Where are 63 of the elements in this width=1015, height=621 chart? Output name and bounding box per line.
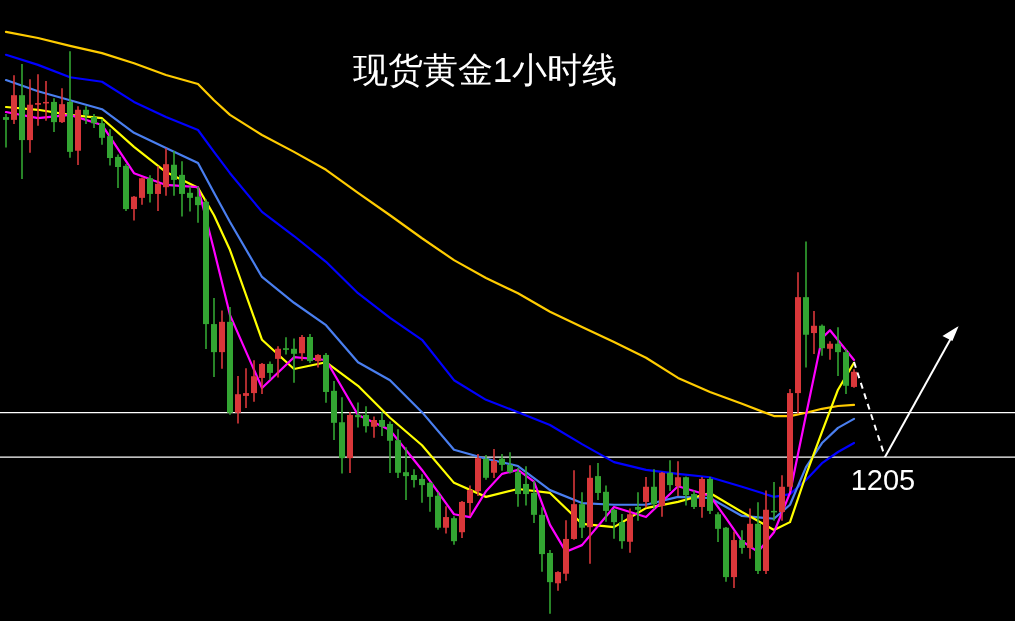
candlestick xyxy=(251,360,257,402)
candlestick xyxy=(651,469,657,509)
candlestick xyxy=(83,106,89,125)
candlestick xyxy=(235,376,241,424)
candlestick xyxy=(827,341,833,360)
candlestick xyxy=(387,421,393,473)
candlestick xyxy=(619,514,625,549)
candlestick xyxy=(467,485,473,516)
candlestick xyxy=(403,447,409,500)
candlestick xyxy=(483,455,489,480)
candlestick xyxy=(371,416,377,438)
candlestick xyxy=(283,337,289,355)
candlestick xyxy=(195,186,201,223)
candlestick xyxy=(355,402,361,428)
candlestick xyxy=(595,462,601,500)
candlestick xyxy=(379,411,385,436)
candlestick xyxy=(171,151,177,196)
candlestick xyxy=(507,452,513,474)
candlestick xyxy=(187,186,193,212)
candlestick xyxy=(811,310,817,355)
candlestick xyxy=(819,324,825,356)
candlestick xyxy=(131,195,137,221)
candlestick xyxy=(515,468,521,507)
candlestick xyxy=(611,508,617,539)
candlestick xyxy=(299,335,305,361)
candlestick xyxy=(675,461,681,496)
candlestick xyxy=(243,368,249,408)
candlestick xyxy=(147,175,153,203)
chart-title: 现货黄金1小时线 xyxy=(352,50,618,89)
candlestick xyxy=(635,492,641,521)
candlestick xyxy=(715,512,721,542)
candlestick xyxy=(3,114,9,148)
candlestick xyxy=(667,460,673,491)
candlestick xyxy=(363,406,369,433)
candlestick xyxy=(275,346,281,378)
candlestick xyxy=(139,177,145,205)
candlestick xyxy=(451,516,457,545)
candlestick xyxy=(443,506,449,534)
candlestick xyxy=(259,363,265,394)
candlestick xyxy=(155,166,161,211)
candlestick xyxy=(499,454,505,471)
candlestick xyxy=(59,88,65,123)
candlestick xyxy=(523,466,529,506)
candlestick xyxy=(411,469,417,488)
candlestick xyxy=(643,477,649,508)
candlestick xyxy=(835,327,841,376)
candlestick xyxy=(491,448,497,479)
candlestick xyxy=(291,338,297,383)
candlestick xyxy=(99,119,105,145)
candlestick xyxy=(107,129,113,166)
candlestick xyxy=(603,485,609,522)
candlestick xyxy=(579,492,585,539)
candlestick xyxy=(427,482,433,512)
candlestick xyxy=(115,154,121,188)
candlestick xyxy=(739,530,745,554)
candlestick xyxy=(179,161,185,217)
candlestick xyxy=(35,74,41,126)
annotation: 1205 xyxy=(850,464,916,497)
candlestick xyxy=(683,476,689,506)
candlestick xyxy=(51,98,57,132)
candlestick xyxy=(419,474,425,503)
candlestick xyxy=(531,480,537,523)
candlestick xyxy=(163,148,169,196)
